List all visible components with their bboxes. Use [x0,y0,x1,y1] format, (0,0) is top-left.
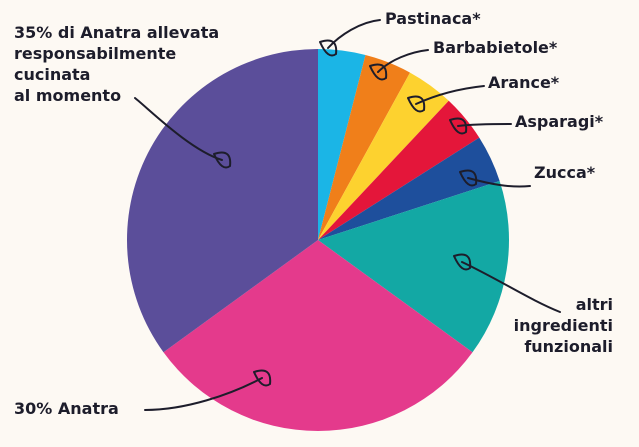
leader-arrow [467,177,531,188]
arrow-head [319,39,338,57]
pie-slice [318,55,411,241]
pie-slice [126,49,318,353]
slice-label: 35% di Anatra allevata responsabilmente … [14,23,220,105]
slice-label: altri ingredienti funzionali [513,295,613,356]
arrow-head [369,63,388,81]
arrow-head [253,369,272,387]
leader-arrow [377,49,429,73]
leader-arrow [134,97,223,161]
pie-slice [318,49,366,240]
slice-label: Zucca* [534,163,596,182]
slice-label: 30% Anatra [14,399,119,418]
arrow-head [453,253,472,271]
arrow-head [449,117,468,135]
arrow-head [407,95,426,113]
pie-slice [318,100,480,240]
pie-slice [318,72,449,240]
leader-arrow [144,377,263,411]
pie-slice [318,180,509,353]
leader-arrow [461,261,561,313]
slice-label: Pastinaca* [385,9,481,28]
slice-label: Arance* [488,73,560,92]
slice-label: Asparagi* [515,112,604,131]
pie-slice [318,137,500,240]
leader-arrow [457,123,512,127]
slice-label: Barbabietole* [433,38,558,57]
leader-arrow [327,19,381,49]
arrow-head [213,151,232,169]
pie-slice [163,240,473,431]
arrow-head [459,169,478,187]
